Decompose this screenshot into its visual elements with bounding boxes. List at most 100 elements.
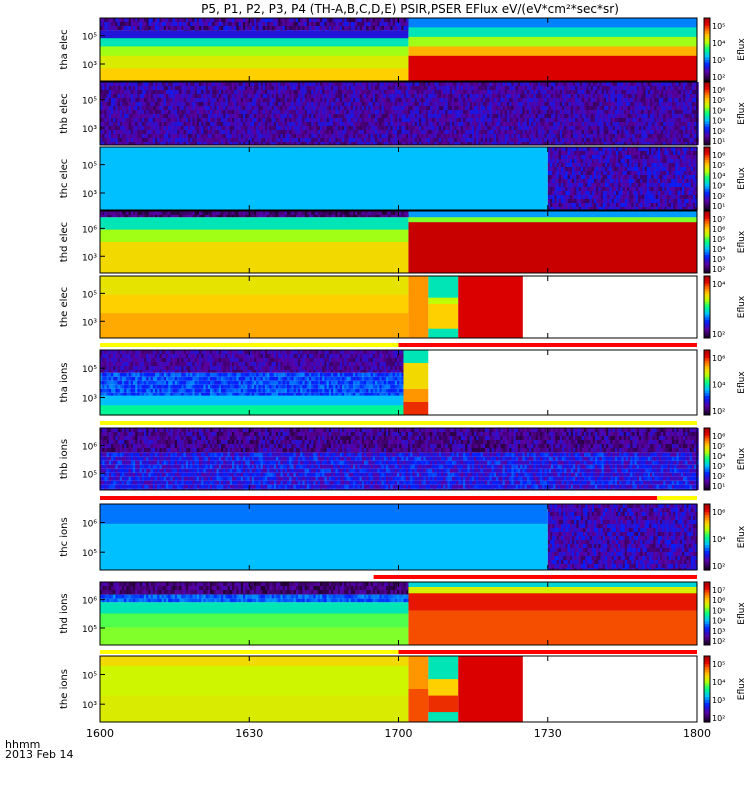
panel-tha-ions-cbar-cell-22 [704,409,710,413]
panel-the-ions-cbar-cell-18 [704,705,710,709]
x-axis-label-date: 2013 Feb 14 [5,748,73,761]
panel-thc-ions-ylabel: thc ions [59,517,70,556]
panel-thd-ions-cbar-cell-3 [704,589,710,593]
panel-the-elec-cbar-cell-18 [704,322,710,326]
panel-the-elec-cbar-cell-0 [704,276,710,280]
panel-the-elec-cbar-cell-7 [704,294,710,298]
panel-the-elec-seg-0 [100,276,409,339]
panel-tha-ions-cbar-cell-21 [704,406,710,411]
panel-thb-ions-cbar-label-0: 10⁶ [712,432,725,441]
panel-tha-elec-seg-0-band-4 [100,55,409,69]
panel-tha-elec-cbar-label-3: 10² [712,73,725,82]
panel-tha-ions-seg-2 [428,350,697,415]
panel-thb-ions-cbar-cell-13 [704,461,710,465]
panel-thd-elec-cbar-cell-5 [704,223,710,227]
panel-thb-ions-cbar-cell-1 [704,430,710,434]
panel-thb-elec-cbar-cell-10 [704,108,710,112]
panel-thb-ions-cbar-cell-20 [704,479,710,483]
panel-the-elec-seg-2-band-0 [428,276,459,299]
panel-the-ions-seg-0-band-0 [100,656,409,667]
panel-the-ions-seg-2 [428,656,459,723]
panel-thb-elec-cbar-cell-19 [704,131,710,135]
panel-thd-elec-cbar-cell-10 [704,236,710,240]
panel-thc-ions-cbar-cell-4 [704,515,710,519]
panel-tha-ions-ylabel: tha ions [59,362,70,402]
panel-thb-ions-cbar-cell-0 [704,428,710,432]
panel-tha-elec-cbar-cell-9 [704,41,710,45]
panel-thb-elec-cbar-cell-21 [704,137,710,141]
panel-the-ions-cbar-cell-23 [704,719,710,723]
panel-thc-elec-ylabel: thc elec [59,159,70,199]
panel-thb-elec-cbar-cell-2 [704,87,710,91]
panel-thd-elec-cbar-cell-19 [704,260,710,264]
panel-tha-ions-cbar-cell-14 [704,387,710,392]
panel-thd-ions-cbar-cell-10 [704,608,710,612]
panel-thc-ions-cbar-cell-11 [704,534,710,538]
panel-the-elec-cbar-cell-2 [704,281,710,285]
panel-tha-ions-cbar-cell-15 [704,390,710,394]
panel-thc-elec-cbar-cell-23 [704,207,710,211]
panel-thd-ions-cbar-title: Eflux [737,602,747,625]
panel-thd-ions-cbar-cell-0 [704,582,710,586]
panel-thb-ions-cbar-cell-17 [704,471,710,475]
panel-thb-elec-cbar-cell-1 [704,84,710,88]
panel-thd-elec-seg-0-band-1 [100,217,409,231]
panel-tha-elec-cbar-cell-4 [704,28,710,32]
panel-the-elec-cbar-cell-5 [704,288,710,292]
panel-thc-ions-ytick-label-0: 10⁶ [82,519,97,529]
panel-thb-elec-cbar-cell-14 [704,118,710,122]
panel-thb-ions-cbar-cell-15 [704,466,710,470]
panel-thd-ions-cbar-label-0: 10⁷ [712,586,725,595]
panel-thb-elec-cbar-cell-9 [704,105,710,109]
panel-thd-elec-cbar-frame [703,210,711,274]
panel-the-elec-cbar-cell-23 [704,335,710,339]
panel-tha-elec-cbar-cell-14 [704,54,710,58]
panel-thb-elec-ylabel: thb elec [59,93,70,133]
panel-thb-ions-cbar-cell-3 [704,435,710,439]
panel-thb-elec-cbar-cell-4 [704,92,710,96]
panel-thd-ions-seg-0-band-2 [100,602,409,614]
panel-thd-ions-cbar-cell-1 [704,584,710,588]
panel-thb-elec-cbar-label-4: 10² [712,127,725,136]
panel-tha-ions-seg-0-band-2 [100,395,404,406]
panel-thc-ions-cbar-cell-6 [704,520,710,524]
panel-tha-ions-flag-0 [100,421,697,425]
panel-the-elec-seg-4 [522,276,697,338]
panel-thc-elec-cbar-cell-3 [704,154,710,158]
panel-thc-elec-cbar-cell-22 [704,204,710,208]
panel-thb-elec-cbar-title: Eflux [737,102,747,125]
panel-the-ions-cbar-cell-6 [704,672,710,676]
panel-thb-ions-cbar-cell-19 [704,477,710,481]
panel-tha-elec-cbar-label-2: 10³ [712,56,725,65]
panel-tha-ions-cbar-label-0: 10⁶ [712,354,725,363]
panel-the-elec-cbar-label-0: 10⁴ [712,280,725,289]
panel-tha-ions-cbar-cell-11 [704,379,710,383]
panel-the-elec-cbar-cell-22 [704,332,710,336]
panel-thd-ions-cbar-cell-21 [704,637,710,641]
panel-thd-elec-seg-1-band-0 [408,211,698,218]
panel-thd-elec-seg-0-band-3 [100,242,409,274]
panel-thd-ions-seg-0-band-3 [100,613,409,628]
panel-thb-ions-cbar-label-1: 10⁵ [712,442,725,451]
panel-thb-ions-seg-0-noise-0 [100,428,699,453]
panel-thc-ions-cbar-cell-5 [704,517,710,522]
panel-thc-elec-cbar-cell-10 [704,173,710,177]
panel-thd-elec-cbar-label-2: 10⁵ [712,235,725,244]
panel-tha-ions-cbar-label-1: 10⁴ [712,381,725,390]
panel-thb-elec-cbar-frame [703,81,711,146]
panel-thd-ions-cbar-label-1: 10⁶ [712,596,725,605]
panel-thb-ions-cbar-cell-21 [704,482,710,486]
panel-thc-elec-cbar-cell-17 [704,191,710,195]
panel-the-ions-cbar-cell-2 [704,661,710,665]
panel-thd-ions-cbar-cell-6 [704,597,710,601]
panel-thb-elec-cbar-cell-11 [704,110,710,114]
panel-thc-ions-cbar-title: Eflux [737,525,747,548]
panel-thd-ions-seg-0-noise-0 [100,582,411,595]
panel-thd-ions-cbar-label-2: 10⁵ [712,606,725,615]
panel-tha-elec-cbar-cell-1 [704,20,710,24]
panel-tha-ions-cbar-cell-5 [704,363,710,367]
panel-thc-elec-cbar-cell-13 [704,181,710,185]
panel-thd-ions-cbar-cell-14 [704,618,710,622]
panel-thb-ions-cbar-cell-6 [704,443,710,447]
panel-the-elec-cbar-cell-6 [704,291,710,295]
